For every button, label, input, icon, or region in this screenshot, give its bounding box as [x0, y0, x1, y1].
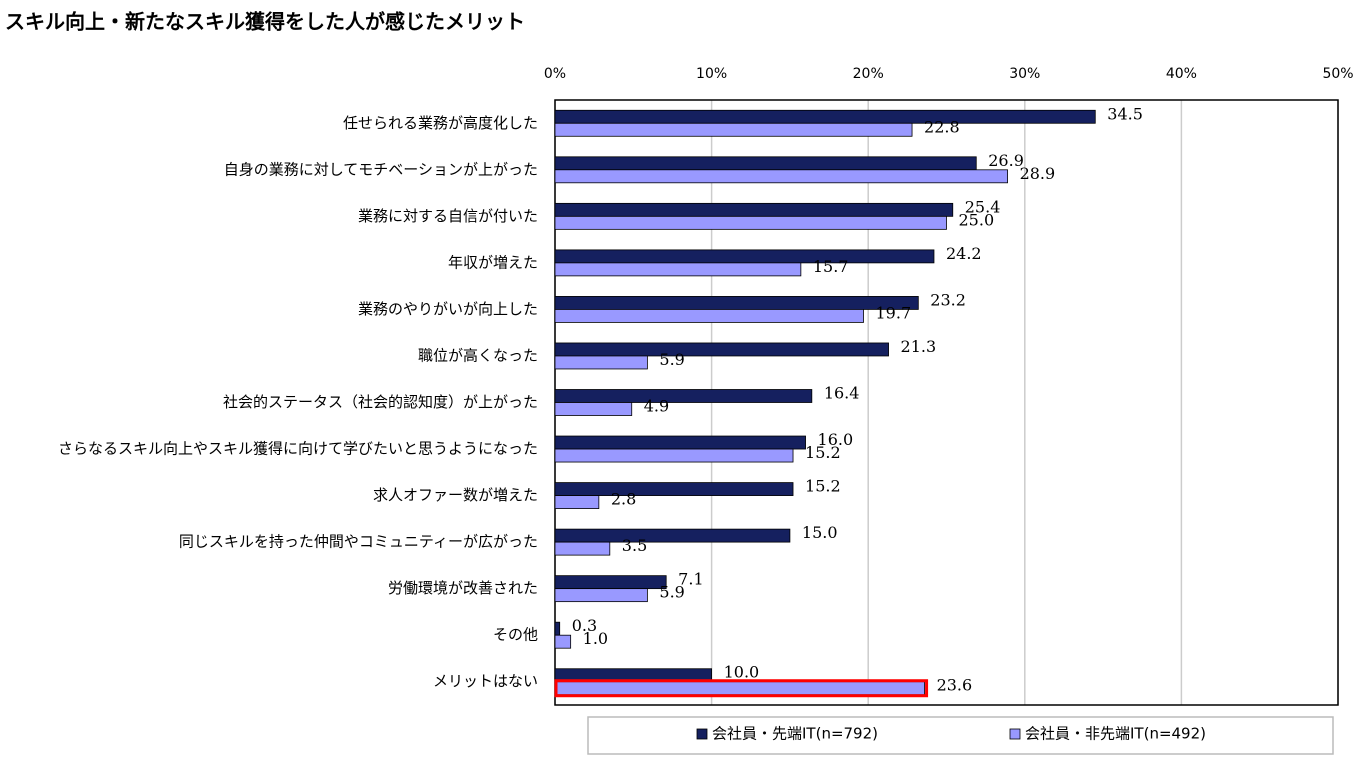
value-label: 0.3	[572, 616, 597, 635]
bar	[554, 634, 572, 649]
x-tick-label: 20%	[853, 66, 884, 82]
value-label: 15.2	[805, 443, 841, 462]
value-label: 23.2	[930, 290, 966, 309]
bar	[554, 541, 611, 556]
bar	[554, 122, 913, 137]
bar	[554, 495, 600, 509]
bar	[554, 296, 919, 310]
value-label: 23.6	[937, 676, 973, 695]
highlight-box	[554, 679, 929, 698]
value-label: 10.0	[724, 663, 760, 682]
value-label: 15.7	[813, 257, 849, 276]
bar	[554, 528, 791, 543]
category-label: その他	[493, 626, 538, 644]
bar	[554, 249, 935, 264]
bar	[554, 262, 802, 277]
x-tick-label: 30%	[1009, 66, 1040, 82]
value-label: 26.9	[988, 151, 1024, 170]
chart-title: スキル向上・新たなスキル獲得をした人が感じたメリット	[5, 10, 525, 34]
bar	[554, 575, 667, 590]
bar	[554, 402, 633, 416]
value-label: 2.8	[611, 490, 636, 509]
bar	[554, 109, 1096, 124]
value-label: 24.2	[946, 244, 982, 263]
category-label: 年収が増えた	[448, 253, 538, 271]
x-tick-label: 50%	[1322, 66, 1353, 82]
bar	[554, 588, 648, 603]
value-label: 15.0	[802, 523, 838, 542]
legend-frame	[587, 716, 1334, 755]
value-label: 19.7	[876, 303, 912, 322]
category-label: 任せられる業務が高度化した	[343, 114, 538, 132]
legend-swatch	[696, 728, 708, 740]
category-label: メリットはない	[433, 672, 538, 690]
legend-label: 会社員・非先端IT(n=492)	[1025, 725, 1206, 743]
category-label: さらなるスキル向上やスキル獲得に向けて学びたいと思うようになった	[58, 440, 538, 458]
value-label: 16.0	[818, 430, 854, 449]
x-tick-label: 10%	[696, 66, 727, 82]
bar	[554, 621, 561, 636]
category-label: 求人オファー数が増えた	[373, 486, 538, 504]
value-label: 16.4	[824, 384, 860, 403]
bar	[554, 169, 1008, 184]
x-tick-label: 40%	[1166, 66, 1197, 82]
value-label: 28.9	[1020, 164, 1056, 183]
value-label: 21.3	[901, 337, 937, 356]
bar	[554, 355, 648, 370]
value-label: 5.9	[659, 350, 684, 369]
legend-swatch	[1009, 728, 1021, 740]
category-label: 労働環境が改善された	[388, 579, 538, 597]
bar	[554, 681, 925, 696]
bar	[554, 435, 806, 450]
x-tick-label: 0%	[544, 66, 566, 82]
bar	[554, 156, 977, 171]
category-label: 社会的ステータス（社会的認知度）が上がった	[223, 393, 538, 411]
value-label: 3.5	[622, 536, 647, 555]
value-label: 25.4	[965, 197, 1001, 216]
value-label: 5.9	[659, 583, 684, 602]
category-label: 職位が高くなった	[418, 346, 538, 364]
value-label: 15.2	[805, 477, 841, 496]
bar	[554, 448, 794, 463]
category-label: 業務に対する自信が付いた	[358, 207, 538, 225]
value-label: 25.0	[959, 210, 995, 229]
bar	[554, 389, 813, 403]
bar	[554, 482, 794, 496]
value-label: 34.5	[1107, 104, 1143, 123]
value-label: 7.1	[678, 570, 703, 589]
bar	[554, 215, 947, 230]
category-label: 自身の業務に対してモチベーションが上がった	[224, 160, 538, 178]
bar	[554, 309, 864, 323]
bar	[554, 202, 954, 217]
value-label: 1.0	[583, 629, 608, 648]
legend-label: 会社員・先端IT(n=792)	[712, 725, 878, 743]
category-label: 業務のやりがいが向上した	[358, 300, 538, 318]
value-label: 22.8	[924, 117, 960, 136]
value-label: 4.9	[644, 397, 669, 416]
bar	[554, 342, 889, 357]
category-label: 同じスキルを持った仲間やコミュニティーが広がった	[179, 533, 538, 551]
